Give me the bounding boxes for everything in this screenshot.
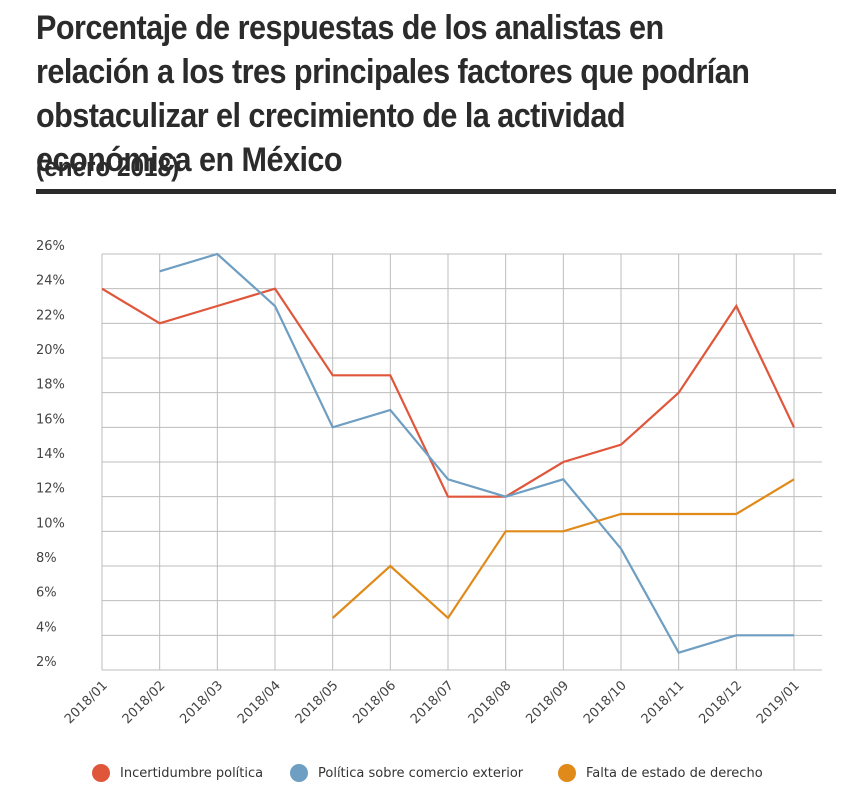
- y-axis-labels: 26% 24% 22% 20% 18% 16% 14% 12% 10% 8% 6% 4% 2%: [36, 239, 65, 670]
- legend-marker-icon: [92, 764, 110, 782]
- legend-marker-icon: [290, 764, 308, 782]
- x-tick-label: 2018/07: [408, 678, 457, 727]
- x-tick-label: 2018/01: [62, 678, 111, 727]
- y-tick-label: 20%: [36, 343, 65, 358]
- y-tick-label: 24%: [36, 274, 65, 289]
- legend-label: Política sobre comercio exterior: [318, 765, 524, 781]
- title-divider: [36, 189, 836, 194]
- legend-marker-icon: [558, 764, 576, 782]
- legend-label: Falta de estado de derecho: [586, 765, 763, 781]
- y-tick-label: 14%: [36, 447, 65, 462]
- y-tick-label: 8%: [36, 551, 57, 566]
- x-tick-label: 2019/01: [754, 678, 803, 727]
- y-tick-label: 18%: [36, 378, 65, 393]
- legend-item: Falta de estado de derecho: [558, 764, 763, 782]
- chart-subtitle: (enero 2018): [36, 152, 180, 182]
- x-tick-label: 2018/05: [293, 678, 342, 727]
- x-tick-label: 2018/11: [639, 678, 688, 727]
- y-tick-label: 12%: [36, 482, 65, 497]
- x-tick-label: 2018/12: [696, 678, 745, 727]
- y-tick-label: 26%: [36, 239, 65, 254]
- x-tick-label: 2018/09: [523, 678, 572, 727]
- x-axis-labels: 2018/01 2018/02 2018/03 2018/04 2018/05 2018/…: [62, 678, 803, 727]
- legend: Incertidumbre política Política sobre com…: [0, 764, 860, 786]
- y-tick-label: 16%: [36, 412, 65, 427]
- legend-item: Incertidumbre política: [92, 764, 263, 782]
- chart-title: Porcentaje de respuestas de los analista…: [36, 9, 750, 179]
- x-tick-label: 2018/03: [177, 678, 226, 727]
- series-line-0: [101, 287, 795, 498]
- series-line-2: [331, 478, 795, 620]
- series-lines: [101, 252, 795, 655]
- line-chart: 26% 24% 22% 20% 18% 16% 14% 12% 10% 8% 6% 4% 2% 2018…: [36, 239, 822, 727]
- series-line-1: [159, 252, 794, 655]
- x-tick-label: 2018/06: [350, 678, 399, 727]
- x-tick-label: 2018/10: [581, 678, 630, 727]
- y-tick-label: 4%: [36, 620, 57, 635]
- x-tick-label: 2018/02: [120, 678, 169, 727]
- y-tick-label: 22%: [36, 308, 65, 323]
- legend-label: Incertidumbre política: [120, 765, 264, 781]
- x-tick-label: 2018/08: [466, 678, 515, 727]
- x-tick-label: 2018/04: [235, 678, 284, 727]
- legend-item: Política sobre comercio exterior: [290, 764, 523, 782]
- y-tick-label: 6%: [36, 586, 57, 601]
- y-tick-label: 10%: [36, 516, 65, 531]
- y-tick-label: 2%: [36, 655, 57, 670]
- horizontal-gridlines: [102, 253, 822, 671]
